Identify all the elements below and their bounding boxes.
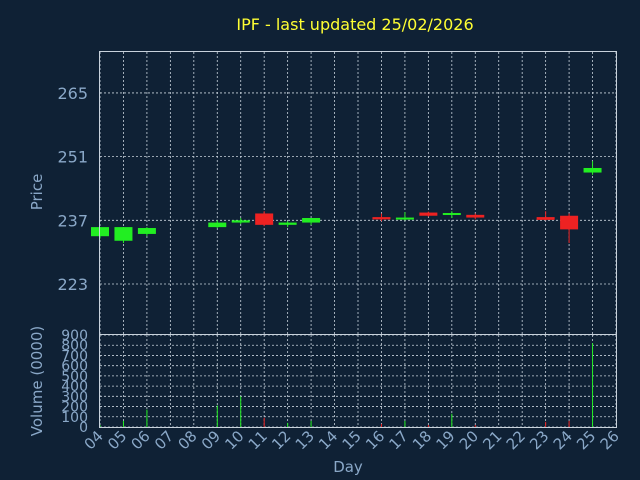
- candle-body: [208, 222, 227, 228]
- volume-tick-label: 600: [61, 359, 88, 375]
- x-tick-label: 23: [526, 427, 552, 453]
- candle: [208, 220, 227, 229]
- volume-bars: [99, 343, 594, 427]
- volume-tick-label: 700: [61, 348, 88, 364]
- x-tick-label: 13: [292, 427, 318, 453]
- candle-body: [372, 217, 391, 220]
- candle-body: [231, 220, 250, 223]
- x-tick-label: 26: [597, 427, 623, 453]
- candle: [419, 211, 438, 217]
- x-tick-label: 24: [550, 427, 576, 453]
- price-tick-label: 237: [57, 211, 88, 230]
- volume-tick-label: 500: [61, 369, 88, 385]
- price-grid: [99, 52, 617, 334]
- x-tick-label: 19: [432, 427, 458, 453]
- price-tick-label: 265: [57, 84, 88, 103]
- x-tick-label: 22: [503, 427, 529, 453]
- volume-tick-label: 200: [61, 400, 88, 416]
- x-tick-label: 10: [221, 427, 247, 453]
- candle: [372, 213, 391, 222]
- candle: [466, 213, 485, 220]
- x-tick-label: 15: [339, 427, 365, 453]
- candle: [137, 227, 156, 237]
- volume-tick-label: 900: [61, 328, 88, 344]
- candle-body: [560, 215, 579, 230]
- candle: [442, 211, 461, 219]
- x-tick-label: 25: [573, 427, 599, 453]
- candle: [536, 211, 555, 221]
- candle: [560, 213, 579, 244]
- volume-tick-label: 300: [61, 389, 88, 405]
- candle: [114, 227, 133, 244]
- candle: [231, 218, 250, 224]
- candle-body: [419, 212, 438, 216]
- price-axis-label: Price: [28, 174, 46, 211]
- candle-body: [583, 167, 602, 173]
- x-axis-label: Day: [333, 458, 363, 476]
- x-tick-label: 12: [268, 427, 294, 453]
- candle-body: [137, 228, 156, 234]
- price-axis-ticks: 223 237 251 265: [57, 84, 88, 294]
- volume-axis-label: Volume (0000): [28, 326, 46, 436]
- candle-body: [255, 213, 274, 225]
- x-tick-label: 14: [315, 427, 341, 453]
- candle: [278, 221, 297, 228]
- x-tick-label: 20: [456, 427, 482, 453]
- volume-tick-label: 400: [61, 379, 88, 395]
- candle-body: [302, 218, 321, 223]
- candle-body: [466, 214, 485, 218]
- x-tick-label: 11: [245, 427, 271, 453]
- chart-title: IPF - last updated 25/02/2026: [236, 15, 473, 34]
- candle-body: [114, 227, 133, 241]
- candle-body: [395, 217, 414, 220]
- volume-tick-label: 0: [79, 420, 88, 436]
- candle: [302, 218, 321, 225]
- volume-panel-frame: [99, 334, 617, 428]
- x-tick-label: 06: [128, 427, 154, 453]
- x-tick-label: 08: [174, 427, 200, 453]
- price-tick-label: 251: [57, 148, 88, 167]
- x-tick-label: 05: [104, 427, 130, 453]
- candle: [255, 211, 274, 227]
- x-tick-label: 09: [198, 427, 224, 453]
- candle-body: [442, 213, 461, 216]
- x-tick-label: 16: [362, 427, 388, 453]
- candle-body: [278, 222, 297, 225]
- volume-tick-label: 800: [61, 338, 88, 354]
- x-axis-ticks: 0405060708091011121314151617181920212223…: [81, 427, 623, 453]
- candle: [395, 212, 414, 221]
- x-tick-label: 18: [409, 427, 435, 453]
- candle: [583, 161, 602, 175]
- x-tick-label: 21: [479, 427, 505, 453]
- volume-tick-label: 100: [61, 410, 88, 426]
- price-tick-label: 223: [57, 275, 88, 294]
- x-tick-label: 07: [151, 427, 177, 453]
- candle-body: [536, 217, 555, 220]
- volume-grid: [99, 334, 617, 428]
- candles: [91, 161, 602, 244]
- x-tick-label: 17: [386, 427, 412, 453]
